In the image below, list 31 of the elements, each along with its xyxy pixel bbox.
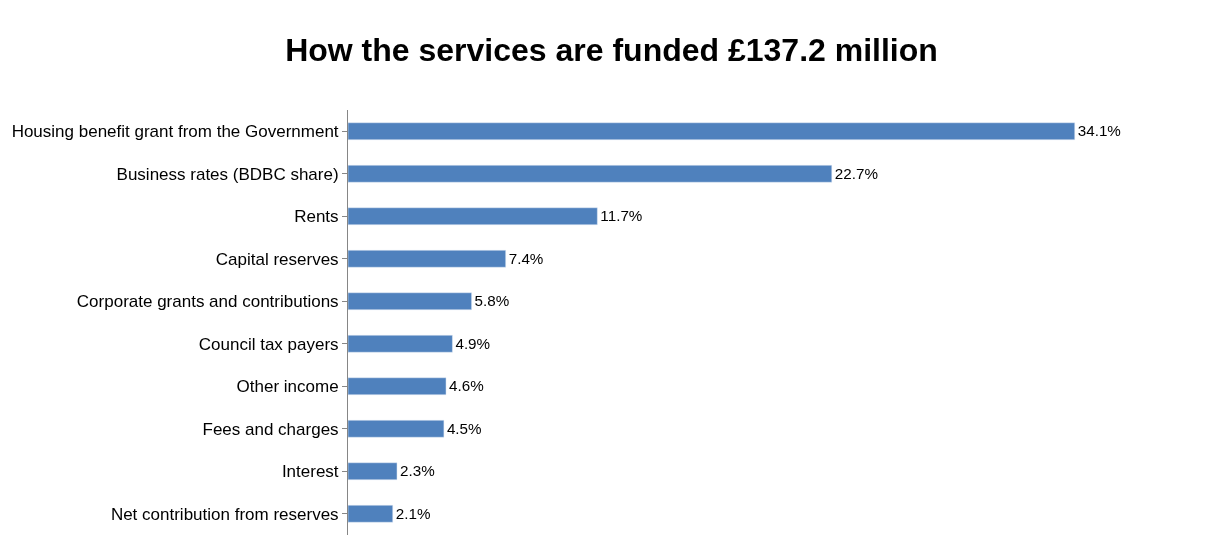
data-label: 4.5% — [446, 419, 482, 437]
bar — [348, 462, 398, 480]
y-tick-label: Council tax payers — [198, 334, 339, 354]
y-tick-label: Rents — [294, 207, 339, 227]
y-tick-label: Business rates (BDBC share) — [116, 164, 339, 184]
y-tick-label: Other income — [236, 377, 339, 397]
data-label: 2.1% — [395, 504, 431, 522]
data-label: 4.6% — [449, 377, 484, 395]
data-label: 4.9% — [455, 334, 491, 352]
y-tick-label: Interest — [281, 462, 339, 482]
bar — [348, 505, 394, 523]
data-label: 7.4% — [508, 249, 544, 267]
y-tick-label: Fees and charges — [202, 419, 339, 439]
bar — [348, 207, 598, 225]
data-label: 2.3% — [400, 462, 435, 480]
y-tick-label: Corporate grants and contributions — [76, 292, 339, 312]
chart-title: How the services are funded £137.2 million — [285, 32, 938, 69]
bar — [348, 122, 1075, 140]
data-label: 11.7% — [600, 207, 643, 225]
y-tick-label: Housing benefit grant from the Government — [11, 122, 339, 142]
bar — [348, 292, 472, 310]
bar — [348, 165, 833, 183]
data-label: 34.1% — [1077, 122, 1121, 140]
bar — [348, 250, 506, 268]
y-tick-label: Capital reserves — [215, 249, 339, 269]
bar — [348, 335, 453, 353]
bar — [348, 377, 447, 395]
data-label: 5.8% — [474, 292, 510, 310]
bar — [348, 420, 445, 438]
y-tick-label: Net contribution from reserves — [110, 504, 339, 524]
data-label: 22.7% — [834, 164, 878, 182]
